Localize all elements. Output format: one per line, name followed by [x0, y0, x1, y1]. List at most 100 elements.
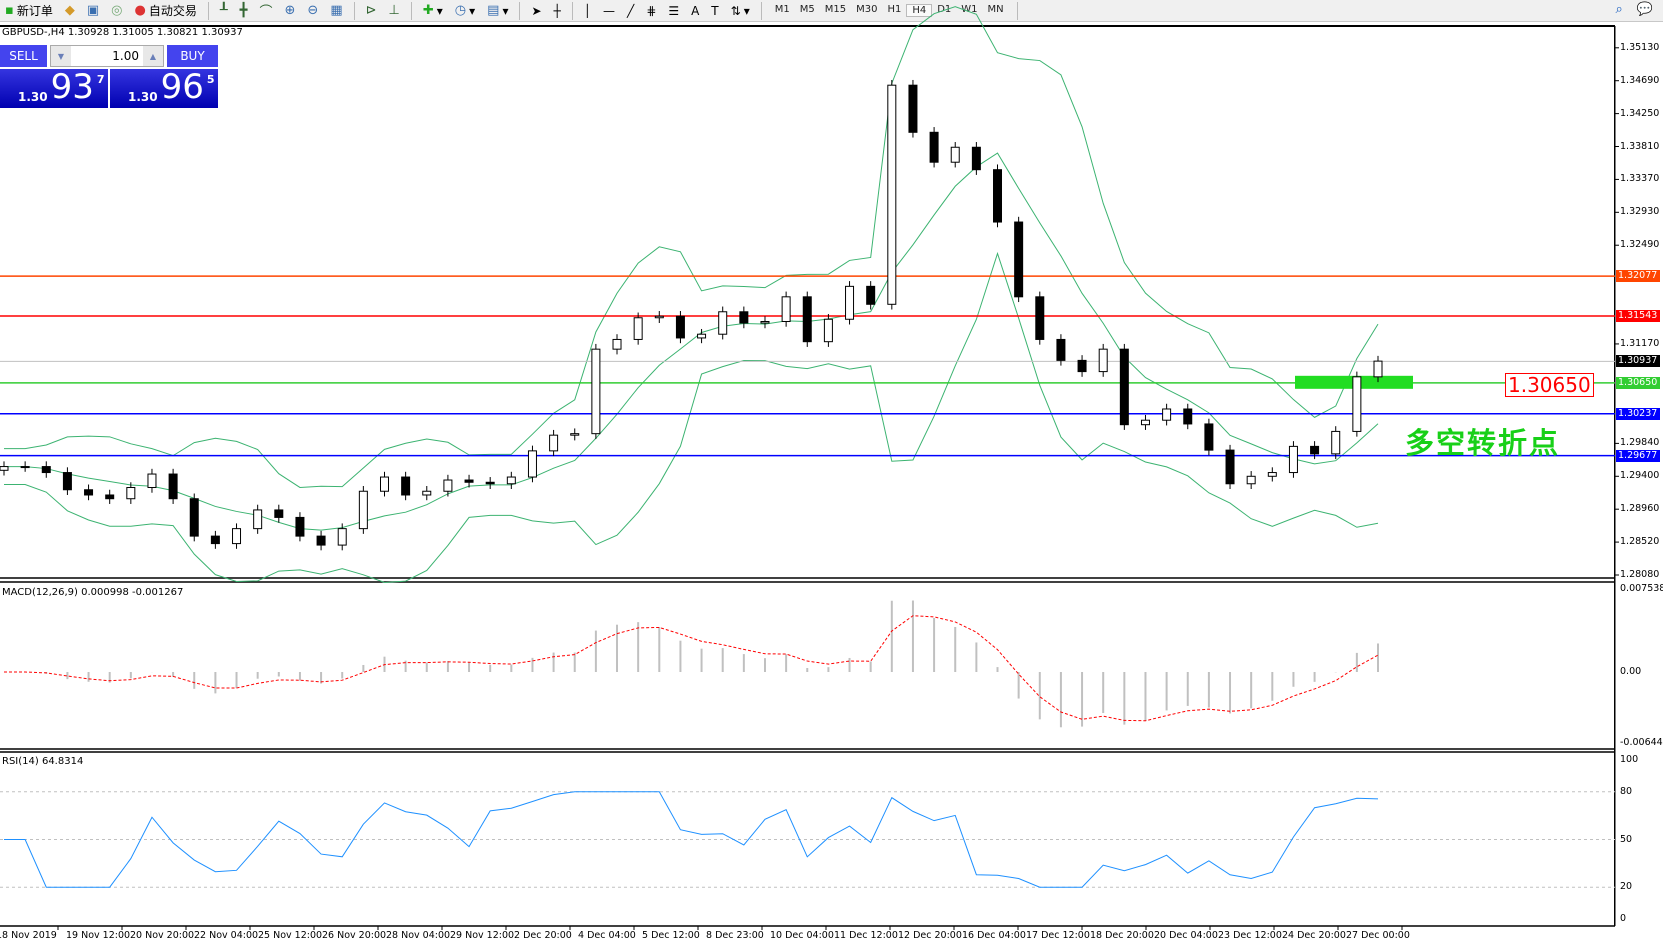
- rsi-axis-label: 80: [1620, 785, 1633, 797]
- zoom-in-icon: ⊕: [284, 3, 296, 18]
- candle-bull: [1246, 475, 1256, 485]
- add-indicator-icon: ✚: [422, 3, 434, 18]
- turning-point-annotation[interactable]: 多空转折点: [1405, 426, 1561, 460]
- new-order-button[interactable]: ▪ 新订单: [2, 1, 56, 21]
- separator: [1016, 1, 1018, 20]
- buy-price-pips: 96: [160, 67, 204, 107]
- time-axis-label: 19 Nov 12:00: [66, 930, 131, 941]
- templates-button[interactable]: ▤ ▾: [484, 1, 511, 21]
- cursor-icon: ➤: [531, 3, 542, 18]
- dropdown-icon: ▾: [469, 3, 476, 18]
- price-annotation-label[interactable]: 1.30650: [1505, 373, 1594, 397]
- tile-windows-button[interactable]: ▦: [327, 1, 345, 21]
- buy-button[interactable]: BUY: [167, 45, 218, 67]
- zoom-in-button[interactable]: ⊕: [282, 1, 299, 21]
- candle-bull: [781, 296, 791, 322]
- candle-bull: [1288, 445, 1298, 474]
- cursor-button[interactable]: ➤: [528, 1, 544, 21]
- hline-price-tag: 1.29677: [1616, 449, 1660, 462]
- price-axis-label: 1.33810: [1620, 140, 1660, 152]
- horizontal-line-button[interactable]: —: [600, 1, 618, 21]
- signals-button[interactable]: ◎: [108, 1, 125, 21]
- search-icon[interactable]: ⌕: [1615, 2, 1623, 17]
- crosshair-button[interactable]: ┼: [551, 1, 564, 21]
- lot-increase-icon[interactable]: ▲: [143, 46, 163, 66]
- separator: [519, 1, 521, 20]
- sell-price-fraction: 7: [96, 73, 105, 86]
- macd-axis-label: 0.007538: [1620, 583, 1663, 594]
- timeframe-m1[interactable]: M1: [774, 4, 790, 15]
- zoom-out-icon: ⊖: [307, 3, 319, 18]
- candle-bear: [41, 466, 51, 474]
- text-label-button[interactable]: T: [708, 1, 721, 21]
- separator: [353, 1, 355, 20]
- candle-bear: [1183, 408, 1193, 425]
- sell-price[interactable]: 1.30 93 7: [0, 69, 108, 108]
- timeframe-m30[interactable]: M30: [856, 4, 878, 15]
- time-axis-label: 16 Dec 04:00: [962, 930, 1026, 941]
- time-axis-label: 25 Nov 12:00: [258, 930, 323, 941]
- rsi-axis-label: 0: [1620, 913, 1627, 924]
- timeframe-mn[interactable]: MN: [987, 4, 1004, 15]
- candle-bull: [1140, 419, 1150, 426]
- timeframe-m15[interactable]: M15: [824, 4, 847, 15]
- new-order-label: 新订单: [16, 4, 53, 18]
- price-axis-label: 1.32930: [1620, 206, 1660, 218]
- sell-price-pips: 93: [50, 67, 94, 107]
- autoscroll-button[interactable]: ⊳: [363, 1, 380, 21]
- trendline-button[interactable]: ╱: [624, 1, 637, 21]
- arrows-button[interactable]: ⇅ ▾: [728, 1, 753, 21]
- line-chart-button[interactable]: ⌒: [256, 1, 275, 21]
- navigator-button[interactable]: ▣: [84, 1, 102, 21]
- text-label-icon: T: [711, 3, 719, 18]
- equidistant-channel-button[interactable]: ⋕: [643, 1, 659, 21]
- lot-size-input[interactable]: ▼ 1.00 ▲: [50, 45, 164, 67]
- rsi-axis-label: 20: [1620, 881, 1633, 893]
- indicators-button[interactable]: ✚ ▾: [420, 1, 446, 21]
- candle-bear: [1035, 296, 1045, 340]
- vertical-line-button[interactable]: │: [581, 1, 594, 21]
- time-axis-label: 24 Dec 20:00: [1282, 930, 1346, 941]
- text-button[interactable]: A: [688, 1, 702, 21]
- market-watch-button[interactable]: ◆: [62, 1, 78, 21]
- candle-bear: [675, 315, 685, 339]
- navigator-icon: ▣: [86, 3, 100, 18]
- arrows-icon: ⇅: [730, 3, 741, 18]
- buy-price-fraction: 5: [206, 73, 215, 86]
- candle-bull: [950, 146, 960, 163]
- candle-bull: [527, 450, 537, 478]
- candle-bull: [697, 333, 707, 339]
- macd-signal-line: [4, 615, 1379, 722]
- signal-icon: ◎: [111, 3, 123, 18]
- zoom-out-button[interactable]: ⊖: [304, 1, 321, 21]
- fibonacci-icon: ☰: [668, 3, 680, 18]
- price-axis-label: 1.35130: [1620, 41, 1660, 53]
- timeframe-d1[interactable]: D1: [937, 4, 952, 15]
- timeframe-m5[interactable]: M5: [799, 4, 815, 15]
- lot-decrease-icon[interactable]: ▼: [51, 46, 71, 66]
- chat-icon[interactable]: 💬: [1636, 2, 1653, 17]
- candle-bull: [422, 490, 432, 496]
- price-axis-label: 1.29400: [1620, 470, 1660, 482]
- separator: [410, 1, 412, 20]
- rsi-axis-label: 100: [1620, 754, 1639, 765]
- candlestick-button[interactable]: ╋: [237, 1, 251, 21]
- timeframe-h1[interactable]: H1: [887, 4, 902, 15]
- auto-trading-button[interactable]: ● 自动交易: [131, 1, 199, 21]
- timeframe-h4[interactable]: H4: [906, 4, 933, 17]
- time-axis-label: 23 Dec 12:00: [1218, 930, 1282, 941]
- candle-bull: [1373, 360, 1383, 378]
- bar-chart-button[interactable]: ┸: [217, 1, 231, 21]
- timeframe-w1[interactable]: W1: [961, 4, 978, 15]
- lot-value[interactable]: 1.00: [112, 49, 139, 63]
- buy-price[interactable]: 1.30 96 5: [110, 69, 218, 108]
- macd-axis-label: 0.00: [1620, 666, 1642, 677]
- candle-bull: [337, 528, 347, 546]
- chart-shift-button[interactable]: ⊥: [386, 1, 403, 21]
- periods-button[interactable]: ◷ ▾: [452, 1, 478, 21]
- sell-button[interactable]: SELL: [0, 45, 47, 67]
- fibonacci-button[interactable]: ☰: [665, 1, 682, 21]
- time-axis-label: 29 Nov 12:00: [450, 930, 515, 941]
- bar-chart-icon: ┸: [219, 3, 228, 18]
